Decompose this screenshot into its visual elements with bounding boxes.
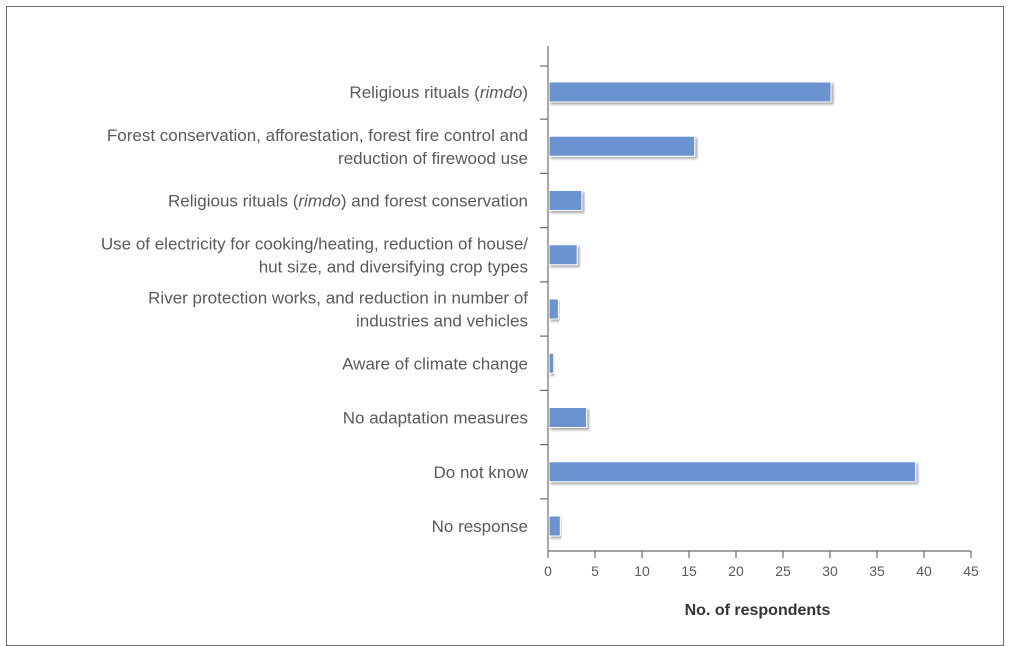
x-tick-label: 30 xyxy=(822,563,838,579)
bar xyxy=(548,190,583,211)
category-label-part: Forest conservation, afforestation, fore… xyxy=(107,126,528,145)
category-label: Religious rituals (rimdo) xyxy=(349,83,528,102)
category-label-part: Do not know xyxy=(434,463,529,482)
bar xyxy=(548,298,559,320)
category-label: hut size, and diversifying crop types xyxy=(259,257,528,276)
x-tick-label: 0 xyxy=(544,563,552,579)
x-tick-label: 5 xyxy=(591,563,599,579)
category-label-part: rimdo xyxy=(480,83,523,102)
x-tick-label: 25 xyxy=(775,563,791,579)
category-label-part: ) and forest conservation xyxy=(341,192,528,211)
category-label-part: No response xyxy=(432,517,528,536)
category-label: Use of electricity for cooking/heating, … xyxy=(101,234,528,253)
x-tick-label: 40 xyxy=(916,563,932,579)
category-label-part: reduction of firewood use xyxy=(338,149,528,168)
bar xyxy=(548,515,561,537)
category-label-part: River protection works, and reduction in… xyxy=(148,289,528,308)
x-axis-title: No. of respondents xyxy=(685,602,831,619)
category-label-part: No adaptation measures xyxy=(343,409,528,428)
category-label-part: hut size, and diversifying crop types xyxy=(259,257,528,276)
category-label: reduction of firewood use xyxy=(338,149,528,168)
bar xyxy=(548,244,578,266)
bar xyxy=(548,407,588,428)
x-tick-label: 20 xyxy=(728,563,744,579)
chart-frame xyxy=(6,6,1004,646)
category-label-part: Religious rituals ( xyxy=(168,192,299,211)
bar xyxy=(548,81,832,103)
category-label: Aware of climate change xyxy=(342,354,528,373)
category-label-part: ) xyxy=(522,83,528,102)
bars xyxy=(548,81,917,537)
category-label: Religious rituals (rimdo) and forest con… xyxy=(168,192,528,211)
x-axis: 0 5 10 15 20 25 30 35 40 45 xyxy=(544,550,979,579)
category-labels: Religious rituals (rimdo)Forest conserva… xyxy=(101,83,529,536)
bar xyxy=(548,352,555,374)
y-axis xyxy=(540,46,549,551)
x-tick-label: 45 xyxy=(963,563,979,579)
category-label: No response xyxy=(432,517,528,536)
category-label: Do not know xyxy=(434,463,529,482)
category-label-part: Use of electricity for cooking/heating, … xyxy=(101,234,528,253)
x-tick-label: 10 xyxy=(634,563,650,579)
category-label-part: Aware of climate change xyxy=(342,354,528,373)
category-label-part: industries and vehicles xyxy=(356,312,528,331)
category-label: Forest conservation, afforestation, fore… xyxy=(107,126,528,145)
category-label: River protection works, and reduction in… xyxy=(148,289,528,308)
category-label-part: Religious rituals ( xyxy=(349,83,480,102)
x-tick-label: 35 xyxy=(869,563,885,579)
x-tick-label: 15 xyxy=(681,563,697,579)
bar xyxy=(548,461,917,483)
category-label-part: rimdo xyxy=(298,192,341,211)
category-label: No adaptation measures xyxy=(343,409,528,428)
category-label: industries and vehicles xyxy=(356,312,528,331)
bar xyxy=(548,135,696,157)
